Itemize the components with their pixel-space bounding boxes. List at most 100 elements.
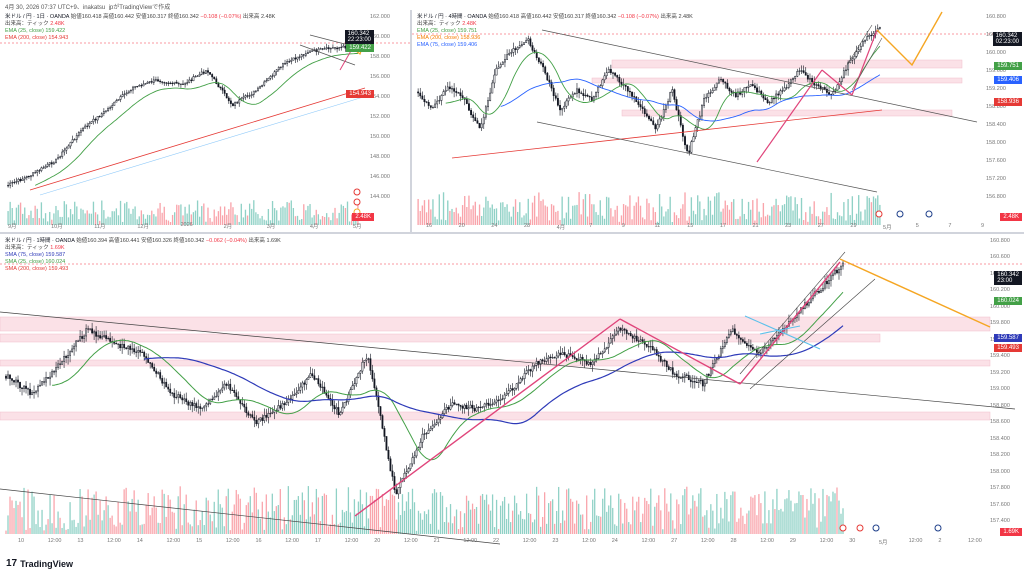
pane-splitter-horizontal[interactable] (0, 232, 1024, 234)
sma75-label[interactable]: SMA (75, close) (5, 252, 44, 258)
time-tick-label: 12:00 (522, 538, 537, 544)
candle (149, 362, 152, 364)
volume-value: 2.48K (260, 14, 276, 20)
ema200-label[interactable]: EMA (200, close) (5, 35, 47, 41)
event-icon (875, 210, 883, 218)
volume-bar (7, 211, 9, 225)
volume-bar (403, 510, 406, 534)
candle (63, 149, 66, 153)
ema200-label[interactable]: EMA (200, close) (417, 35, 459, 41)
pink-trend-line (619, 318, 741, 385)
time-tick-label: 12:00 (344, 538, 359, 544)
tick-volume-label[interactable]: 出来高：ティック (5, 245, 49, 251)
tradingview-brand[interactable]: 17 TradingView (6, 558, 73, 569)
candle (471, 404, 474, 409)
daily-candles (0, 29, 410, 225)
candle (758, 90, 761, 93)
volume-bar (257, 509, 259, 534)
volume-bar (872, 196, 875, 225)
candle (139, 350, 142, 353)
candle (823, 87, 826, 90)
candle (614, 72, 617, 76)
candle (781, 90, 784, 92)
volume-bar (213, 209, 215, 225)
volume-bar (449, 210, 451, 225)
volume-bar (574, 523, 576, 534)
tick-volume-label[interactable]: 出来高：ティック (417, 21, 461, 27)
volume-bar (87, 489, 89, 534)
candle (321, 386, 324, 388)
volume-bar (555, 211, 557, 225)
volume-bar (466, 207, 468, 225)
candle (42, 167, 45, 169)
price-tick-label: 159.200 (986, 86, 1006, 92)
volume-bar (282, 206, 284, 225)
candle (36, 170, 39, 173)
volume-bar (822, 488, 824, 534)
volume-bar (826, 207, 828, 225)
candle (163, 82, 166, 84)
candle (804, 72, 807, 76)
candle (451, 88, 453, 90)
volume-bar (190, 214, 192, 225)
sma200-label[interactable]: SMA (200, close) (5, 266, 47, 272)
volume-bar (550, 204, 553, 225)
ema25-label[interactable]: EMA (25, close) (417, 28, 456, 34)
price-tick-label: 157.600 (986, 158, 1006, 164)
candle (658, 118, 661, 125)
price-tick-label: 156.000 (370, 74, 390, 80)
candle (313, 375, 316, 380)
candle (39, 384, 41, 387)
ema200-line (451, 109, 883, 159)
candle (55, 158, 57, 164)
candle (194, 76, 197, 78)
volume-bar (338, 212, 340, 225)
volume-bar (457, 529, 460, 534)
volume-bar (307, 205, 309, 225)
candle (303, 382, 306, 385)
candle (461, 406, 464, 409)
candle (355, 377, 358, 385)
volume-bar (447, 200, 449, 225)
candle (332, 47, 334, 49)
ema75-label[interactable]: EMA (75, close) (417, 42, 456, 48)
daily-chart-pane[interactable]: 米ドル / 円 · 1日 · OANDA 始値160.418 高値160.442… (0, 10, 410, 232)
candle (325, 47, 328, 49)
candle (207, 403, 210, 405)
candle (556, 98, 559, 106)
tick-volume-label[interactable]: 出来高：ティック (5, 21, 49, 27)
ema25-label[interactable]: EMA (25, close) (5, 28, 44, 34)
pane-splitter-vertical[interactable] (410, 10, 412, 232)
volume-bar (385, 499, 388, 534)
volume-bar (666, 503, 668, 534)
volume-bar (292, 207, 295, 225)
candle (690, 141, 693, 153)
volume-bar (796, 502, 798, 534)
h1-chart-pane[interactable]: 米ドル / 円 · 1時間 · OANDA 始値160.394 高値160.44… (0, 234, 1024, 548)
candle (130, 89, 132, 92)
sma25-label[interactable]: SMA (25, close) (5, 259, 44, 265)
volume-bar (485, 494, 488, 534)
volume-bar (425, 514, 428, 534)
candle (745, 87, 748, 89)
volume-bar (142, 214, 145, 225)
volume-bar (769, 215, 771, 225)
candle (17, 179, 20, 182)
candle (811, 78, 814, 82)
volume-bar (47, 519, 49, 534)
h4-chart-pane[interactable]: 米ドル / 円 · 4時間 · OANDA 始値160.418 高値160.44… (412, 10, 1024, 232)
candle (25, 175, 28, 178)
time-tick-label: 4月 (556, 225, 566, 231)
volume-bar (263, 529, 265, 534)
candle (576, 88, 578, 94)
symbol-label[interactable]: 米ドル / 円 · 1日 · OANDA (5, 14, 70, 20)
symbol-label[interactable]: 米ドル / 円 · 4時間 · OANDA (417, 14, 487, 20)
candle (545, 358, 548, 362)
volume-bar (326, 213, 328, 225)
candle (271, 75, 274, 77)
candle (513, 388, 516, 391)
candle (657, 355, 660, 357)
time-tick-label: 12:00 (760, 538, 774, 544)
symbol-label[interactable]: 米ドル / 円 · 1時間 · OANDA (5, 238, 75, 244)
volume-bar (203, 203, 205, 225)
